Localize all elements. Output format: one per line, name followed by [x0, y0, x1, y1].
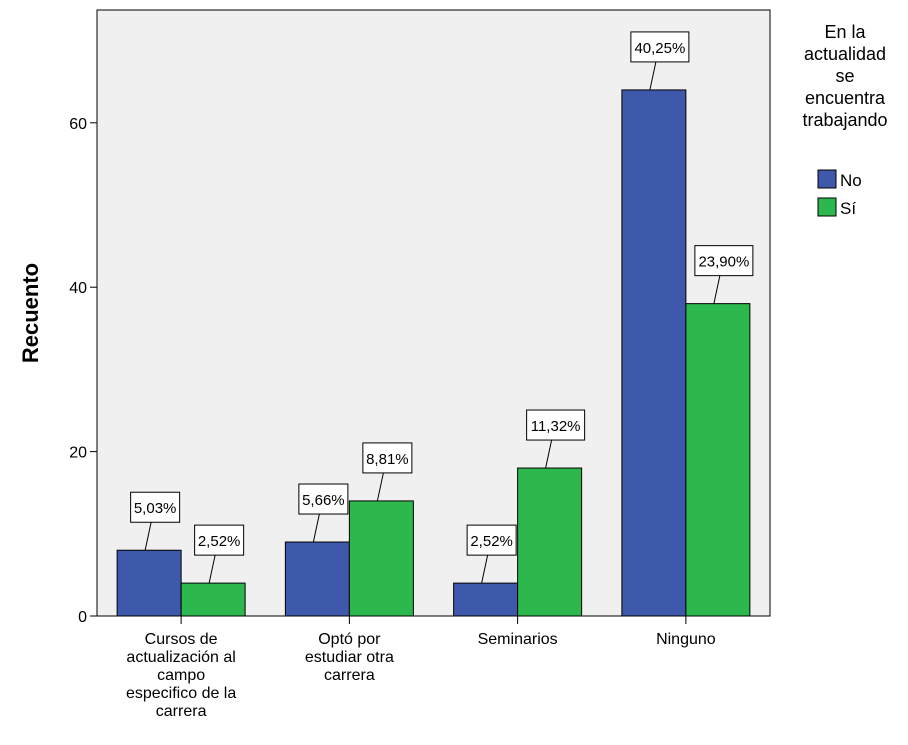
x-tick-label: Ninguno — [656, 631, 716, 648]
data-label-box — [466, 524, 517, 556]
x-tick-label: Optó por estudiar otra carrera — [305, 631, 394, 684]
data-label-leader — [713, 275, 721, 304]
bar-si — [348, 500, 414, 617]
y-axis: 0 20 40 60 — [69, 116, 97, 626]
data-label: 11,32% — [531, 418, 581, 435]
bar-no — [453, 582, 519, 617]
data-label-leader — [144, 522, 152, 551]
legend-entry-label: No — [840, 171, 862, 190]
data-label-box — [194, 524, 245, 556]
bar-si — [517, 467, 583, 617]
data-label: 23,90% — [698, 254, 749, 271]
data-label-leader — [312, 513, 320, 543]
data-label-leader — [545, 439, 553, 469]
y-tick-label: 20 — [69, 445, 87, 462]
data-labels: 5,03% 2,52% 5,66% 8,81% 2,52% 11,32% 40,25% 23,… — [130, 31, 754, 584]
data-label: 2,52% — [198, 533, 241, 550]
bar-si — [685, 303, 751, 617]
bars-layer — [116, 89, 751, 617]
legend-swatch — [817, 197, 837, 217]
bar-si — [180, 582, 246, 617]
bar-no — [116, 549, 182, 617]
data-label-box — [298, 483, 349, 515]
data-label: 40,25% — [634, 40, 685, 57]
data-label-leader — [376, 472, 384, 502]
data-label-box — [694, 245, 754, 277]
legend-title: En la actualidad se encuentra trabajando — [802, 22, 887, 130]
bar-no — [621, 89, 687, 617]
legend-entry-label: Sí — [840, 199, 856, 218]
data-label: 2,52% — [470, 533, 513, 550]
data-label-box — [630, 31, 690, 63]
data-label: 5,66% — [302, 492, 345, 509]
y-tick-label: 0 — [78, 609, 87, 626]
x-axis-categories: Cursos de actualización al campo especifico… — [126, 616, 716, 720]
bar-no — [284, 541, 350, 617]
legend: En la actualidad se encuentra trabajando No Sí — [802, 22, 887, 218]
data-label-leader — [649, 61, 657, 91]
y-tick-label: 60 — [69, 116, 87, 133]
data-label-box — [526, 409, 586, 441]
y-axis-label: Recuento — [18, 263, 43, 363]
data-label-box — [362, 442, 413, 474]
data-label-leader — [481, 555, 489, 584]
legend-swatch — [817, 169, 837, 189]
data-label-leader — [208, 555, 216, 584]
x-tick-label: Cursos de actualización al campo especifico… — [126, 631, 236, 720]
data-label: 5,03% — [134, 500, 177, 517]
data-label: 8,81% — [366, 451, 409, 468]
x-tick-label: Seminarios — [478, 631, 558, 648]
data-label-box — [130, 491, 181, 523]
y-tick-label: 40 — [69, 280, 87, 297]
